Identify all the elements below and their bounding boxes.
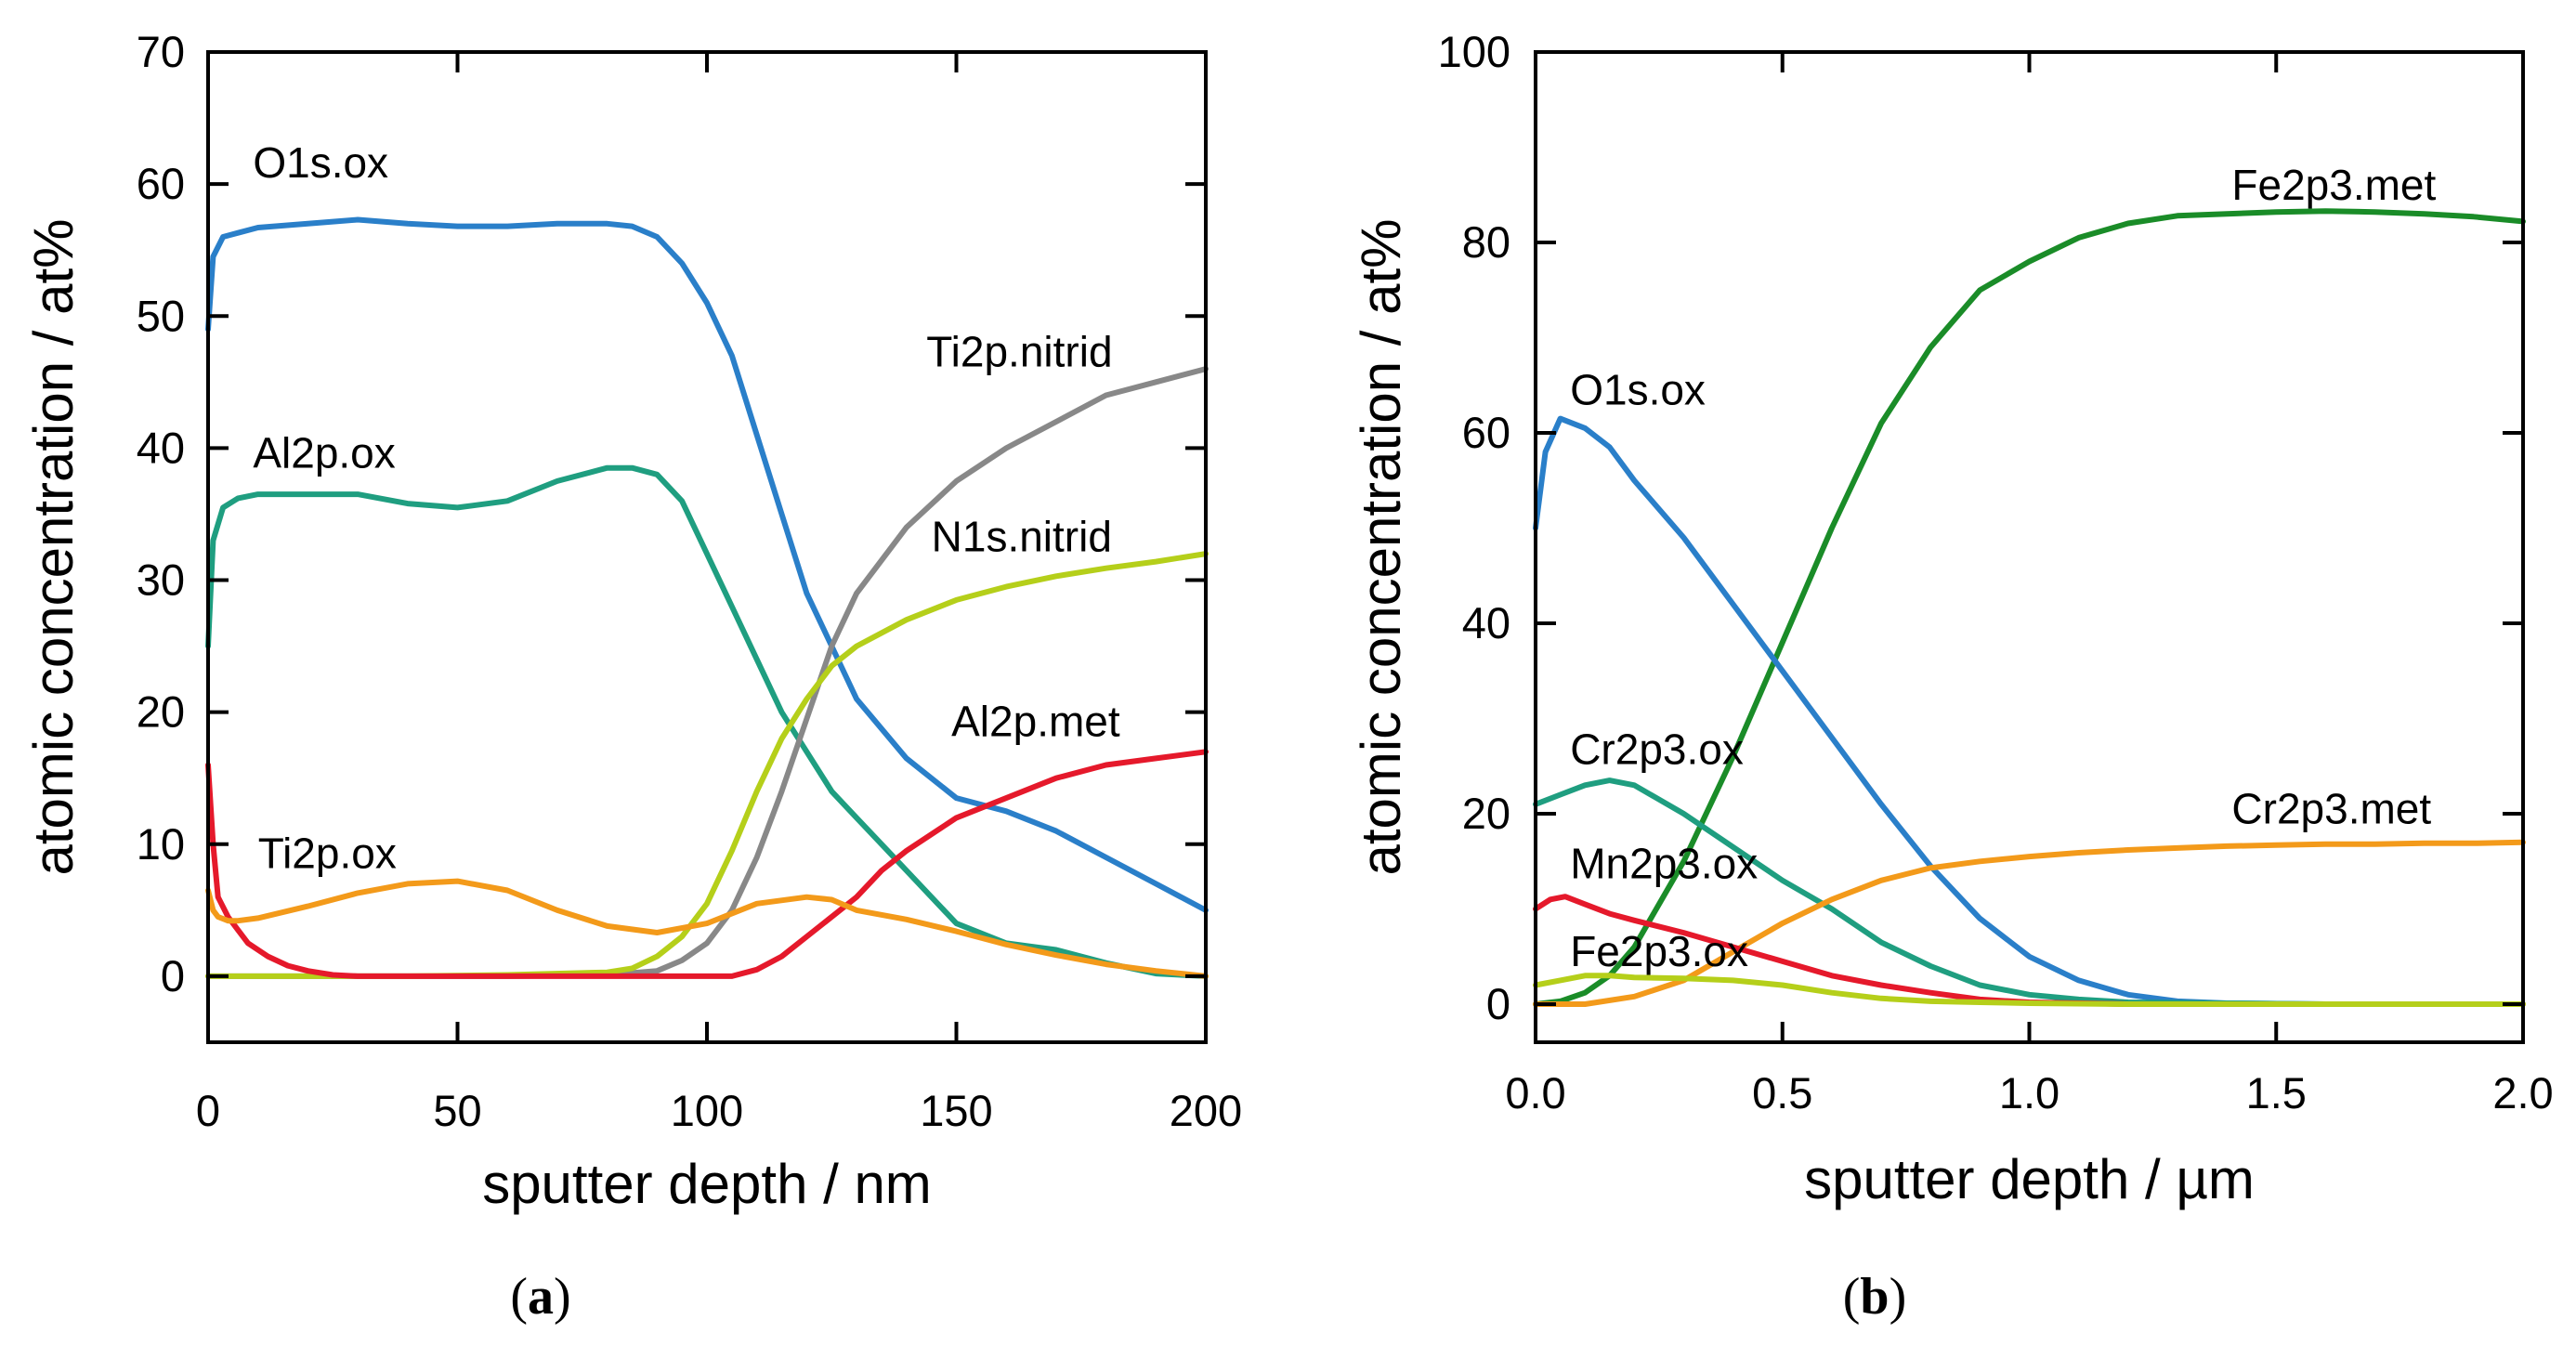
chart-a-x-tick-label: 0 <box>196 1086 220 1135</box>
chart-b-series-label-mn2p3-ox: Mn2p3.ox <box>1570 840 1758 888</box>
chart-a-y-tick-label: 50 <box>137 291 185 340</box>
chart-b-series-label-fe2p3-met: Fe2p3.met <box>2231 161 2436 209</box>
chart-a-series-line-al2p-ox <box>205 464 1209 979</box>
chart-b-x-tick-label: 0.0 <box>1505 1068 1565 1117</box>
chart-a-y-tick-label: 20 <box>137 687 185 737</box>
chart-b-caption: (b) <box>1843 1268 1906 1326</box>
chart-b-x-tick-label: 1.5 <box>2246 1068 2307 1117</box>
chart-a-y-tick-label: 10 <box>137 819 185 869</box>
chart-a-y-tick-label: 60 <box>137 159 185 208</box>
chart-b-series-line-fe2p3-met <box>1533 208 2526 1007</box>
chart-a-x-tick-label: 150 <box>920 1086 992 1135</box>
chart-a-series-label-n1s-nitrid: N1s.nitrid <box>932 512 1112 560</box>
chart-b-y-tick-label: 60 <box>1462 408 1510 457</box>
chart-a-series-label-o1s-ox: O1s.ox <box>253 138 388 187</box>
chart-a-x-tick-label: 100 <box>671 1086 743 1135</box>
chart-b-y-tick-label: 80 <box>1462 217 1510 267</box>
chart-b-series-label-cr2p3-met: Cr2p3.met <box>2231 784 2431 832</box>
chart-b-y-tick-label: 100 <box>1438 27 1510 76</box>
chart-a-caption: (a) <box>510 1268 570 1326</box>
chart-a-y-axis-title: atomic concentration / at% <box>22 218 85 875</box>
chart-b-x-tick-label: 2.0 <box>2492 1068 2553 1117</box>
chart-b-series-label-cr2p3-ox: Cr2p3.ox <box>1570 725 1744 774</box>
chart-a-y-tick-label: 30 <box>137 555 185 605</box>
chart-b-y-axis-title: atomic concentration / at% <box>1350 218 1412 875</box>
chart-b-x-tick-label: 1.0 <box>1999 1068 2059 1117</box>
chart-a-series-line-ti2p-ox <box>205 878 1209 979</box>
chart-b-y-tick-label: 40 <box>1462 598 1510 647</box>
chart-a-series-label-ti2p-nitrid: Ti2p.nitrid <box>926 327 1112 375</box>
chart-a-y-tick-label: 40 <box>137 423 185 472</box>
chart-b-x-axis-title: sputter depth / µm <box>1804 1148 2255 1210</box>
chart-a-x-tick-label: 50 <box>433 1086 481 1135</box>
chart-b-series-label-fe2p3-ox: Fe2p3.ox <box>1570 927 1748 975</box>
chart-b-x-tick-label: 0.5 <box>1752 1068 1812 1117</box>
chart-panel-b: 0.0 0.5 1.0 1.5 2.0 0 20 40 60 80 100 Fe2p3.met O1s.… <box>1350 27 2554 1326</box>
chart-b-series-label-o1s-ox: O1s.ox <box>1570 365 1706 413</box>
chart-b-series-line-fe2p3-ox <box>1533 973 2526 1007</box>
chart-a-y-tick-label: 70 <box>137 27 185 76</box>
chart-a-series-line-o1s-ox <box>205 216 1209 913</box>
chart-a-series-label-al2p-ox: Al2p.ox <box>253 429 395 477</box>
chart-b-y-tick-label: 20 <box>1462 789 1510 838</box>
chart-panel-a: 0 50 100 150 200 0 10 20 30 40 50 60 70 O1s.ox Al2p.ox… <box>22 27 1242 1326</box>
chart-a-x-axis-title: sputter depth / nm <box>482 1153 932 1215</box>
chart-b-y-tick-label: 0 <box>1486 979 1510 1028</box>
chart-b-series-line-o1s-ox <box>1533 415 2526 1007</box>
chart-a-series-label-al2p-met: Al2p.met <box>951 697 1120 745</box>
chart-a-series-line-al2p-met <box>205 749 1209 979</box>
chart-a-series-line-n1s-nitrid <box>205 551 1209 979</box>
chart-b-series-line-cr2p3-met <box>1533 839 2526 1007</box>
chart-a-x-tick-label: 200 <box>1170 1086 1242 1135</box>
chart-a-y-tick-label: 0 <box>161 951 185 1000</box>
chart-a-series-label-ti2p-ox: Ti2p.ox <box>258 829 397 877</box>
